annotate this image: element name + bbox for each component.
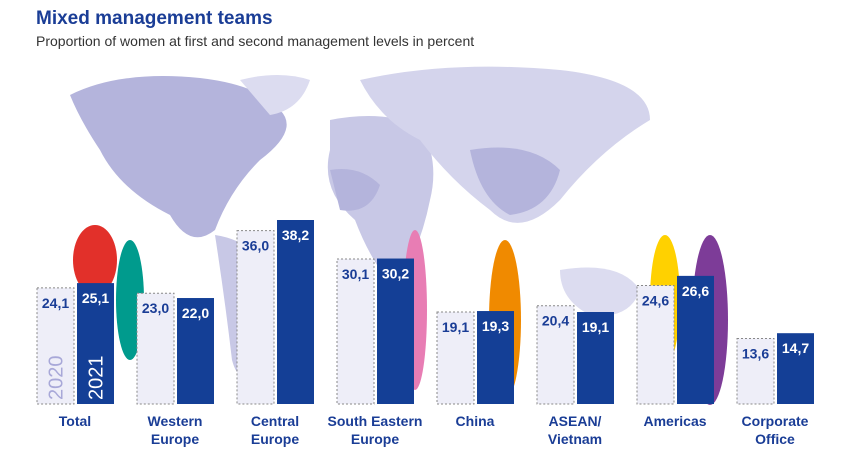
category-label: Corporate: [742, 413, 809, 429]
bar-2021: [577, 312, 614, 404]
bar-2020: [736, 337, 775, 405]
category-label: ASEAN/: [549, 413, 602, 429]
chart-subtitle: Proportion of women at first and second …: [36, 33, 475, 49]
category-label: Office: [755, 431, 795, 447]
category-label: Total: [59, 413, 91, 429]
bar-2020: [636, 285, 675, 405]
data-label: 26,6: [682, 283, 709, 299]
series-label: 2020: [46, 356, 68, 401]
data-label: 36,0: [242, 238, 269, 254]
data-label: 14,7: [782, 340, 809, 356]
data-label: 38,2: [282, 227, 309, 243]
data-label: 30,2: [382, 266, 409, 282]
data-label: 13,6: [742, 345, 769, 361]
data-label: 19,1: [582, 319, 609, 335]
data-label: 20,4: [542, 313, 569, 329]
category-label: Europe: [351, 431, 399, 447]
category-label: Western: [148, 413, 203, 429]
bar-2021: [77, 283, 114, 404]
bar-2020: [436, 311, 475, 405]
bar-2020: [536, 305, 575, 405]
data-label: 30,1: [342, 266, 369, 282]
bar-2020: [336, 258, 375, 405]
bar-2020: [236, 230, 275, 405]
bar-2021: [677, 275, 714, 404]
bar-2021: [177, 298, 214, 404]
data-label: 24,1: [42, 295, 69, 311]
woman-silhouette-red: [73, 225, 117, 295]
bar-2021: [477, 311, 514, 404]
data-label: 19,3: [482, 318, 509, 334]
category-label: Europe: [251, 431, 299, 447]
bar-2021: [277, 220, 314, 404]
series-label: 2021: [86, 356, 108, 401]
bar-2020: [136, 292, 175, 405]
bar-2021: [377, 258, 414, 404]
chart-title: Mixed management teams: [36, 8, 273, 29]
category-label: China: [456, 413, 495, 429]
data-label: 24,6: [642, 293, 669, 309]
category-label: Vietnam: [548, 431, 602, 447]
bar-2021: [777, 333, 814, 404]
bar-2020: [36, 287, 75, 405]
category-label: South Eastern: [328, 413, 423, 429]
category-label: Central: [251, 413, 299, 429]
category-label: Europe: [151, 431, 199, 447]
data-label: 25,1: [82, 290, 109, 306]
data-label: 22,0: [182, 305, 209, 321]
category-label: Americas: [643, 413, 706, 429]
data-label: 19,1: [442, 319, 469, 335]
data-label: 23,0: [142, 300, 169, 316]
